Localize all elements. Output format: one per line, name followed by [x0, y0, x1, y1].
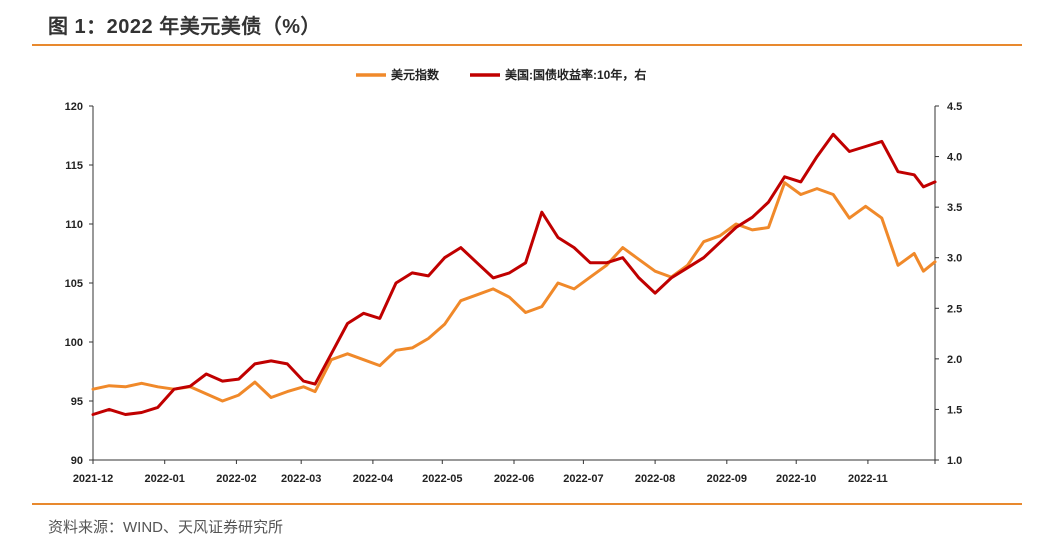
left-tick-label: 90 [71, 455, 83, 467]
x-tick-label: 2022-02 [216, 473, 256, 485]
right-tick-label: 3.5 [947, 202, 962, 214]
right-tick-label: 1.5 [947, 404, 962, 416]
right-tick-label: 3.0 [947, 253, 962, 265]
left-tick-label: 105 [65, 278, 83, 290]
source-note: 资料来源：WIND、天风证券研究所 [48, 519, 283, 536]
x-tick-label: 2022-10 [776, 473, 816, 485]
legend-label: 美国:国债收益率:10年，右 [505, 67, 646, 82]
x-tick-label: 2021-12 [73, 473, 113, 485]
x-tick-label: 2022-11 [848, 473, 888, 485]
series-line-yield [91, 132, 937, 416]
series-lines [91, 132, 937, 416]
legend-item-yield: 美国:国债收益率:10年，右 [470, 67, 646, 82]
x-tick-label: 2022-05 [422, 473, 462, 485]
left-tick-label: 115 [65, 160, 83, 172]
left-tick-label: 120 [65, 101, 83, 113]
right-tick-label: 4.0 [947, 152, 962, 164]
bottom-rule [32, 503, 1022, 505]
x-tick-label: 2022-01 [145, 473, 185, 485]
legend-label: 美元指数 [391, 67, 440, 82]
x-tick-label: 2022-07 [563, 473, 603, 485]
axes: 90 95 100 105 110 115 120 1.0 1.5 2.0 2.5 3.0 3.5 4.0… [65, 101, 963, 485]
top-rule [32, 44, 1022, 46]
left-tick-label: 95 [71, 396, 83, 408]
x-tick-label: 2022-06 [494, 473, 534, 485]
figure-title: 图 1：2022 年美元美债（%） [48, 16, 322, 38]
x-tick-label: 2022-03 [281, 473, 321, 485]
right-tick-label: 4.5 [947, 101, 962, 113]
right-tick-label: 1.0 [947, 455, 962, 467]
x-tick-label: 2022-09 [707, 473, 747, 485]
x-tick-label: 2022-08 [635, 473, 675, 485]
legend: 美元指数 美国:国债收益率:10年，右 [356, 67, 646, 82]
left-tick-label: 110 [65, 219, 83, 231]
series-line-dxy [91, 181, 937, 403]
right-tick-label: 2.5 [947, 303, 962, 315]
dual-axis-line-chart: 美元指数 美国:国债收益率:10年，右 90 95 100 105 110 115 120 1.… [65, 67, 963, 485]
right-tick-label: 2.0 [947, 354, 962, 366]
left-tick-label: 100 [65, 337, 83, 349]
legend-item-dxy: 美元指数 [356, 67, 440, 82]
x-tick-label: 2022-04 [353, 473, 394, 485]
